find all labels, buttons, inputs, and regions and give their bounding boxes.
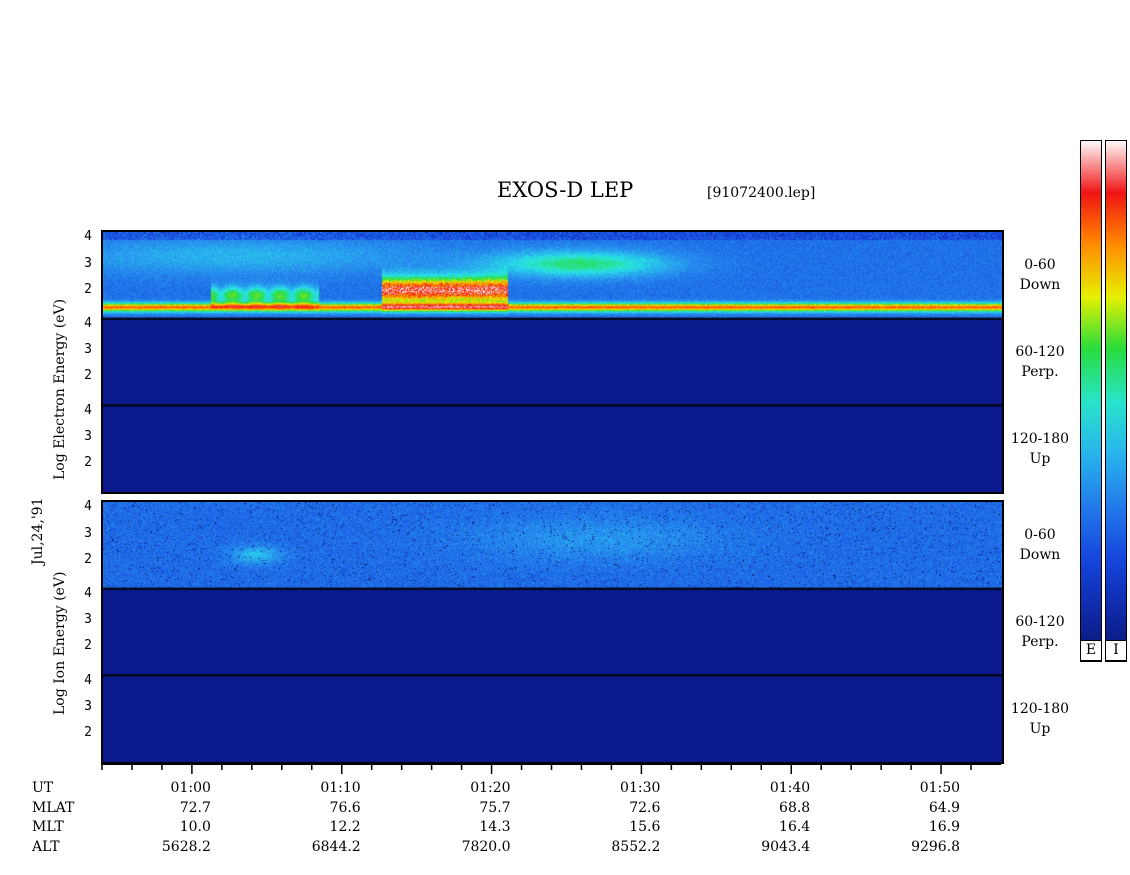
y-tick-label: 4 [84,402,92,418]
ephemeris-value: 64.9 [928,799,961,816]
ephemeris-value: 7820.0 [461,838,511,855]
pitch-angle-label: 0-60 Down [1019,257,1061,294]
ephemeris-value: 15.6 [629,819,661,835]
y-tick-label: 2 [84,455,92,471]
y-tick-label: 2 [84,368,92,384]
y-tick-label: 3 [84,698,92,714]
y-tick-label: 2 [84,638,92,654]
y-tick-label: 2 [84,551,92,567]
ephemeris-value: 8552.2 [611,838,661,855]
ephemeris-row-label: MLT [32,819,64,835]
ephemeris-value: 75.7 [479,799,511,816]
ephemeris-value: 01:20 [470,780,511,796]
date-label: Jul,24,'91 [30,497,46,565]
ephemeris-value: 76.6 [329,799,361,816]
y-tick-label: 3 [84,525,92,541]
ephemeris-row-label: MLAT [32,799,75,816]
y-tick-label: 4 [84,585,92,601]
ion-axis-label: Log Ion Energy (eV) [52,571,68,715]
pitch-angle-label: 120-180 Up [1010,700,1070,737]
pitch-angle-label: 0-60 Down [1019,527,1061,564]
ephemeris-value: 01:30 [620,780,661,796]
ephemeris-value: 72.7 [179,799,211,816]
y-tick-label: 3 [84,612,92,628]
electron-panel-group [101,230,1004,494]
ephemeris-value: 01:10 [320,780,361,796]
y-tick-label: 3 [84,428,92,444]
y-tick-label: 2 [84,281,92,297]
ion-colorbar [1105,140,1127,662]
ephemeris-row-label: ALT [32,838,60,855]
ephemeris-value: 01:00 [170,780,211,796]
ion-colorbar-label: I [1105,640,1127,661]
chart-title: EXOS-D LEP [497,178,634,202]
ephemeris-value: 01:40 [769,780,811,796]
ephemeris-value: 68.8 [779,799,811,816]
electron-colorbar [1080,140,1102,662]
y-tick-label: 3 [84,342,92,358]
ephemeris-row-label: UT [32,780,54,796]
ephemeris-value: 9296.8 [911,838,961,855]
ephemeris-value: 9043.4 [761,838,811,855]
ephemeris-value: 5628.2 [161,838,211,855]
ion-spectrogram [103,502,1002,762]
time-axis [101,763,1001,774]
pitch-angle-label: 60-120 Perp. [1015,344,1065,380]
ephemeris-value: 16.9 [928,819,961,835]
ephemeris-value: 01:50 [919,780,961,796]
pitch-angle-label: 60-120 Perp. [1015,614,1065,650]
ephemeris-value: 12.2 [329,819,361,835]
electron-axis-label: Log Electron Energy (eV) [52,298,68,480]
ephemeris-value: 14.3 [479,819,511,835]
y-tick-label: 2 [84,725,92,741]
ephemeris-value: 72.6 [629,799,661,816]
ephemeris-value: 16.4 [779,819,811,835]
ephemeris-value: 6844.2 [311,838,361,855]
ephemeris-value: 10.0 [179,819,211,835]
y-tick-label: 4 [84,672,92,688]
electron-spectrogram [103,232,1002,492]
y-tick-label: 4 [84,315,92,331]
y-tick-label: 4 [84,229,92,245]
pitch-angle-label: 120-180 Up [1010,430,1070,467]
y-tick-label: 3 [84,255,92,271]
file-name: [91072400.lep] [707,185,816,201]
y-tick-label: 4 [84,499,92,515]
electron-colorbar-label: E [1080,640,1102,661]
ion-panel-group [101,500,1004,764]
